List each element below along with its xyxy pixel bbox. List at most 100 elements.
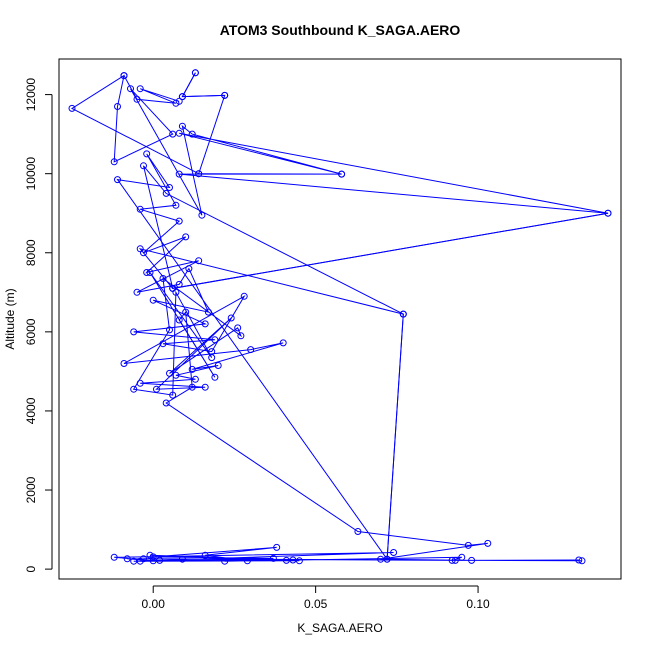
- y-tick-label: 0: [24, 565, 38, 572]
- data-point: [204, 308, 212, 316]
- data-point: [120, 360, 128, 367]
- data-point: [114, 176, 121, 184]
- data-point: [247, 346, 255, 354]
- data-point: [166, 184, 173, 191]
- data-point: [178, 122, 186, 130]
- y-tick-label: 4000: [24, 397, 38, 424]
- data-point: [188, 383, 196, 391]
- data-point: [201, 551, 209, 559]
- data-point: [575, 556, 583, 564]
- data-point: [604, 209, 612, 217]
- data-point: [175, 316, 183, 324]
- data-point: [201, 320, 209, 328]
- data-point: [159, 340, 167, 348]
- x-tick-label: 0.10: [466, 597, 490, 611]
- data-point: [243, 557, 251, 565]
- data-point: [208, 354, 216, 362]
- data-point: [133, 95, 141, 103]
- data-point: [399, 310, 407, 318]
- y-axis-label: Altitude (m): [3, 288, 17, 349]
- data-point: [133, 288, 141, 296]
- data-point: [273, 543, 281, 551]
- data-point: [169, 130, 177, 138]
- data-point: [182, 308, 190, 316]
- x-tick-label: 0.05: [304, 597, 328, 611]
- data-point: [175, 280, 183, 288]
- data-point: [195, 170, 203, 178]
- data-point: [159, 275, 167, 282]
- data-point: [172, 201, 180, 209]
- data-point: [188, 365, 196, 373]
- data-point: [234, 324, 242, 332]
- data-point: [458, 553, 466, 561]
- data-point: [149, 296, 157, 304]
- x-tick-label: 0.00: [142, 597, 166, 611]
- data-point: [166, 369, 173, 377]
- data-point: [198, 211, 206, 219]
- x-axis: 0.00 0.05 0.10: [142, 585, 490, 611]
- series-layer: [68, 69, 612, 565]
- y-tick-label: 8000: [24, 239, 38, 266]
- data-point: [211, 373, 219, 381]
- data-point: [127, 85, 134, 93]
- data-point: [464, 541, 472, 549]
- data-point: [211, 336, 219, 344]
- data-point: [110, 158, 118, 166]
- data-point: [136, 245, 144, 253]
- data-point: [338, 170, 346, 178]
- data-point: [136, 205, 144, 213]
- data-point: [484, 539, 492, 547]
- data-point: [578, 557, 586, 565]
- y-tick-label: 12000: [24, 78, 38, 112]
- data-point: [448, 556, 456, 564]
- data-point: [185, 265, 193, 273]
- data-point: [188, 130, 196, 138]
- data-point: [201, 383, 209, 391]
- data-point: [221, 557, 229, 565]
- data-point: [110, 553, 118, 561]
- data-point: [240, 292, 248, 300]
- data-point: [114, 103, 121, 110]
- data-point: [390, 549, 398, 556]
- data-point: [136, 85, 144, 93]
- data-point: [182, 233, 190, 241]
- data-point: [136, 557, 144, 565]
- data-point: [175, 97, 183, 105]
- data-point: [175, 129, 183, 137]
- data-point: [123, 555, 131, 563]
- data-point: [468, 556, 476, 564]
- data-point: [383, 555, 391, 563]
- data-point: [191, 69, 199, 77]
- data-point: [140, 162, 147, 170]
- data-point: [175, 170, 183, 178]
- plot-area-frame: [58, 58, 622, 580]
- data-point: [68, 104, 76, 112]
- data-point: [178, 93, 186, 101]
- series-line-segment: [138, 173, 609, 560]
- data-point: [354, 528, 362, 535]
- data-point: [279, 339, 287, 347]
- data-point: [130, 385, 138, 393]
- y-axis: 0 2000 4000 6000 8000 10000 12000: [24, 78, 53, 572]
- data-point: [156, 556, 164, 564]
- data-point: [136, 379, 144, 387]
- data-point: [178, 555, 186, 563]
- data-point: [143, 150, 151, 158]
- data-point: [175, 217, 183, 225]
- y-tick-label: 2000: [24, 476, 38, 503]
- series-line: [70, 72, 609, 562]
- data-point: [162, 399, 170, 407]
- data-point: [149, 553, 157, 561]
- data-point: [143, 269, 151, 276]
- data-point: [169, 284, 177, 292]
- data-point: [221, 91, 229, 99]
- data-point: [295, 557, 303, 565]
- data-point: [146, 269, 154, 276]
- y-tick-label: 10000: [24, 157, 38, 191]
- data-point: [269, 554, 277, 562]
- series-line-segment: [123, 75, 180, 104]
- data-point: [214, 362, 222, 369]
- data-point: [162, 189, 170, 197]
- data-point: [153, 385, 160, 393]
- series-line-segment: [181, 72, 225, 98]
